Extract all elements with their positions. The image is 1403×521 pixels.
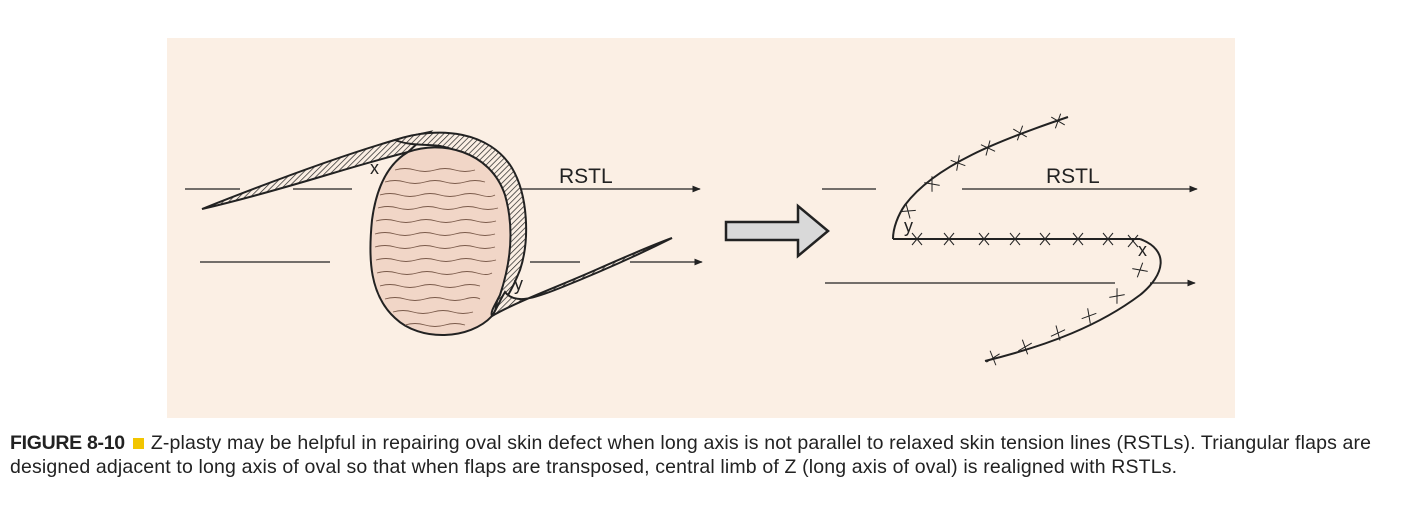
figure-panel bbox=[167, 38, 1235, 418]
right-point-x-label: x bbox=[1138, 240, 1147, 260]
right-rstl-label: RSTL bbox=[1046, 165, 1100, 188]
suture-marks bbox=[900, 113, 1148, 366]
left-panel-rstl-lines bbox=[185, 185, 703, 266]
figure-caption: FIGURE 8-10 Z-plasty may be helpful in re… bbox=[10, 431, 1395, 479]
defect-texture bbox=[374, 168, 499, 327]
left-rstl-label: RSTL bbox=[559, 165, 613, 188]
closure-lines bbox=[892, 116, 1162, 362]
lower-flap bbox=[491, 237, 673, 317]
transition-arrow-icon bbox=[724, 203, 830, 259]
left-point-y-label: y bbox=[514, 274, 523, 294]
oval-defect bbox=[369, 146, 512, 336]
caption-marker-square bbox=[132, 437, 144, 449]
right-panel-rstl-lines bbox=[822, 185, 1198, 287]
left-point-x-label: x bbox=[370, 158, 379, 178]
figure-label: FIGURE 8-10 bbox=[10, 432, 125, 454]
right-point-y-label: y bbox=[904, 216, 913, 236]
caption-text: Z-plasty may be helpful in repairing ova… bbox=[10, 432, 1372, 478]
